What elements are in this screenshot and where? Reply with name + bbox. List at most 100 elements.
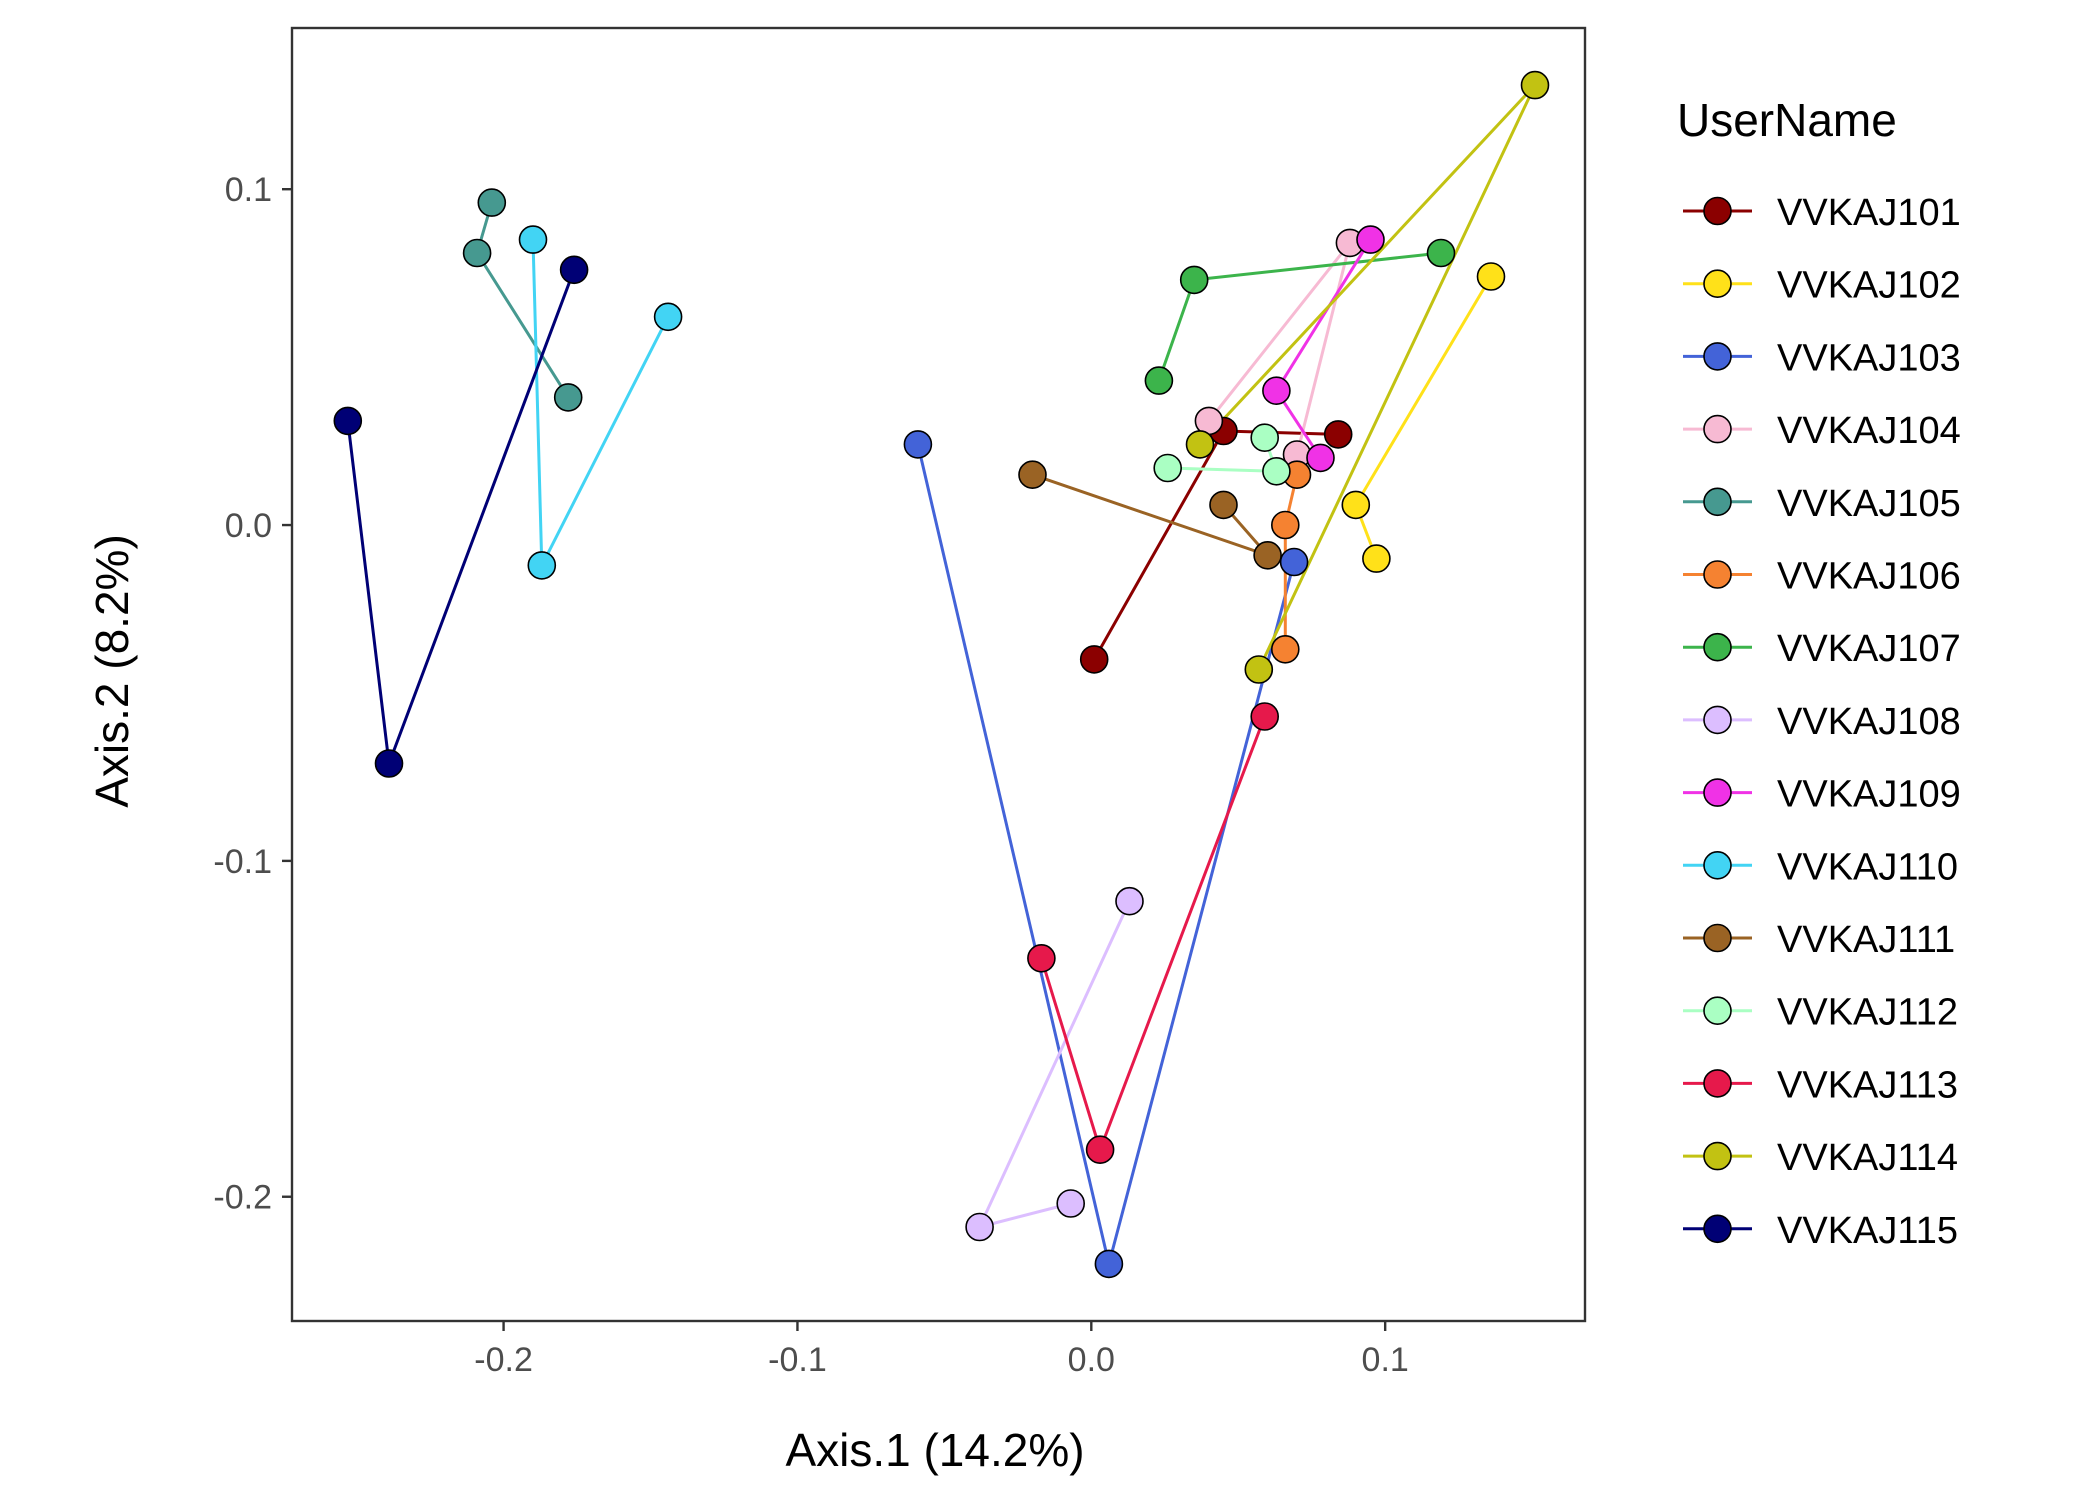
legend-label: VVKAJ108: [1777, 701, 1961, 743]
legend-label: VVKAJ105: [1777, 483, 1961, 525]
legend-key-point: [1703, 487, 1732, 517]
data-point-vvkaj112: [1153, 453, 1182, 483]
legend-item: VVKAJ101: [1683, 192, 1961, 234]
data-point-vvkaj108: [965, 1212, 994, 1242]
legend-key-point: [1703, 1141, 1732, 1171]
plot-frame: [290, 26, 1587, 1323]
y-tick-label: -0.1: [213, 843, 272, 881]
data-point-vvkaj103: [1094, 1249, 1124, 1279]
legend-label: VVKAJ110: [1777, 846, 1958, 888]
legend-title: UserName: [1677, 94, 1897, 146]
legend-label: VVKAJ115: [1777, 1210, 1958, 1252]
data-point-vvkaj115: [374, 749, 404, 778]
data-point-vvkaj111: [1018, 460, 1047, 490]
data-point-vvkaj109: [1356, 225, 1385, 254]
legend-label: VVKAJ112: [1777, 992, 1958, 1034]
legend-key-point: [1703, 632, 1732, 662]
data-point-vvkaj106: [1271, 634, 1300, 664]
data-point-vvkaj103: [903, 430, 933, 459]
data-point-vvkaj107: [1144, 366, 1174, 395]
data-point-vvkaj113: [1250, 702, 1279, 731]
plot-border: [290, 26, 1587, 1323]
legend-item: VVKAJ111: [1683, 919, 1955, 961]
data-point-vvkaj115: [333, 406, 363, 436]
data-point-vvkaj108: [1056, 1189, 1085, 1218]
data-point-vvkaj112: [1262, 456, 1291, 486]
x-tick-label: -0.1: [768, 1341, 827, 1379]
legend-item: VVKAJ113: [1683, 1064, 1958, 1106]
data-point-vvkaj114: [1244, 655, 1274, 684]
data-point-vvkaj110: [527, 551, 557, 580]
legend-label: VVKAJ101: [1777, 192, 1961, 234]
legend-label: VVKAJ109: [1777, 774, 1961, 816]
legend-item: VVKAJ114: [1683, 1137, 1958, 1179]
data-point-vvkaj102: [1476, 262, 1506, 291]
y-tick-label: 0.1: [225, 171, 272, 209]
y-axis-title: Axis.2 (8.2%): [86, 534, 138, 808]
legend-label: VVKAJ103: [1777, 337, 1961, 379]
legend-label: VVKAJ106: [1777, 556, 1961, 598]
data-point-vvkaj105: [462, 238, 492, 268]
data-point-vvkaj111: [1253, 540, 1282, 570]
data-point-vvkaj102: [1362, 544, 1391, 573]
data-point-vvkaj115: [559, 255, 589, 285]
legend-key-point: [1703, 269, 1732, 299]
legend-item: VVKAJ107: [1683, 628, 1961, 670]
legend-item: VVKAJ115: [1683, 1210, 1958, 1252]
legend: UserName VVKAJ101 VVKAJ102 VVKAJ103 VVKAJ10…: [1677, 94, 1961, 1252]
legend-item: VVKAJ109: [1683, 774, 1961, 816]
x-tick-label: 0.1: [1362, 1341, 1409, 1379]
legend-label: VVKAJ113: [1777, 1064, 1958, 1106]
legend-key-point: [1703, 850, 1732, 880]
legend-item: VVKAJ110: [1683, 846, 1958, 888]
legend-item: VVKAJ112: [1683, 992, 1958, 1034]
series-points: [333, 70, 1550, 1279]
x-tick-label: -0.2: [474, 1341, 533, 1379]
legend-item: VVKAJ102: [1683, 265, 1961, 307]
data-point-vvkaj114: [1185, 430, 1215, 459]
data-point-vvkaj108: [1115, 886, 1144, 916]
legend-label: VVKAJ104: [1777, 410, 1961, 452]
legend-key-point: [1703, 414, 1732, 444]
data-point-vvkaj107: [1426, 238, 1456, 268]
data-point-vvkaj110: [653, 302, 683, 332]
legend-key-point: [1703, 1214, 1732, 1244]
data-point-vvkaj111: [1209, 490, 1238, 520]
data-point-vvkaj103: [1279, 547, 1309, 577]
legend-label: VVKAJ111: [1777, 919, 1955, 961]
legend-item: VVKAJ104: [1683, 410, 1961, 452]
legend-key-point: [1703, 342, 1732, 371]
y-axis: -0.2 -0.1 0.0 0.1: [213, 171, 292, 1217]
data-point-vvkaj105: [477, 188, 507, 217]
legend-item: VVKAJ106: [1683, 556, 1961, 598]
legend-key-point: [1703, 1069, 1732, 1098]
data-point-vvkaj112: [1250, 423, 1279, 453]
data-point-vvkaj101: [1323, 420, 1353, 449]
legend-key-point: [1703, 923, 1732, 953]
data-point-vvkaj101: [1079, 645, 1109, 674]
data-point-vvkaj113: [1027, 943, 1056, 973]
legend-key-point: [1703, 778, 1732, 807]
legend-label: VVKAJ107: [1777, 628, 1961, 670]
data-point-vvkaj105: [553, 383, 583, 412]
x-axis-title: Axis.1 (14.2%): [785, 1424, 1084, 1476]
data-point-vvkaj106: [1271, 510, 1300, 540]
data-point-vvkaj109: [1262, 376, 1291, 406]
x-axis: -0.2 -0.1 0.0 0.1: [474, 1321, 1409, 1379]
legend-key-point: [1703, 560, 1732, 589]
data-point-vvkaj113: [1085, 1135, 1115, 1164]
y-tick-label: 0.0: [225, 507, 272, 545]
legend-item: VVKAJ105: [1683, 483, 1961, 525]
legend-item: VVKAJ108: [1683, 701, 1961, 743]
legend-label: VVKAJ102: [1777, 265, 1961, 307]
x-tick-label: 0.0: [1068, 1341, 1115, 1379]
data-point-vvkaj114: [1520, 70, 1550, 100]
legend-item: VVKAJ103: [1683, 337, 1961, 379]
y-tick-label: -0.2: [213, 1179, 272, 1217]
data-point-vvkaj107: [1179, 265, 1209, 295]
data-point-vvkaj110: [518, 225, 548, 254]
legend-key-point: [1703, 705, 1732, 735]
legend-label: VVKAJ114: [1777, 1137, 1958, 1179]
